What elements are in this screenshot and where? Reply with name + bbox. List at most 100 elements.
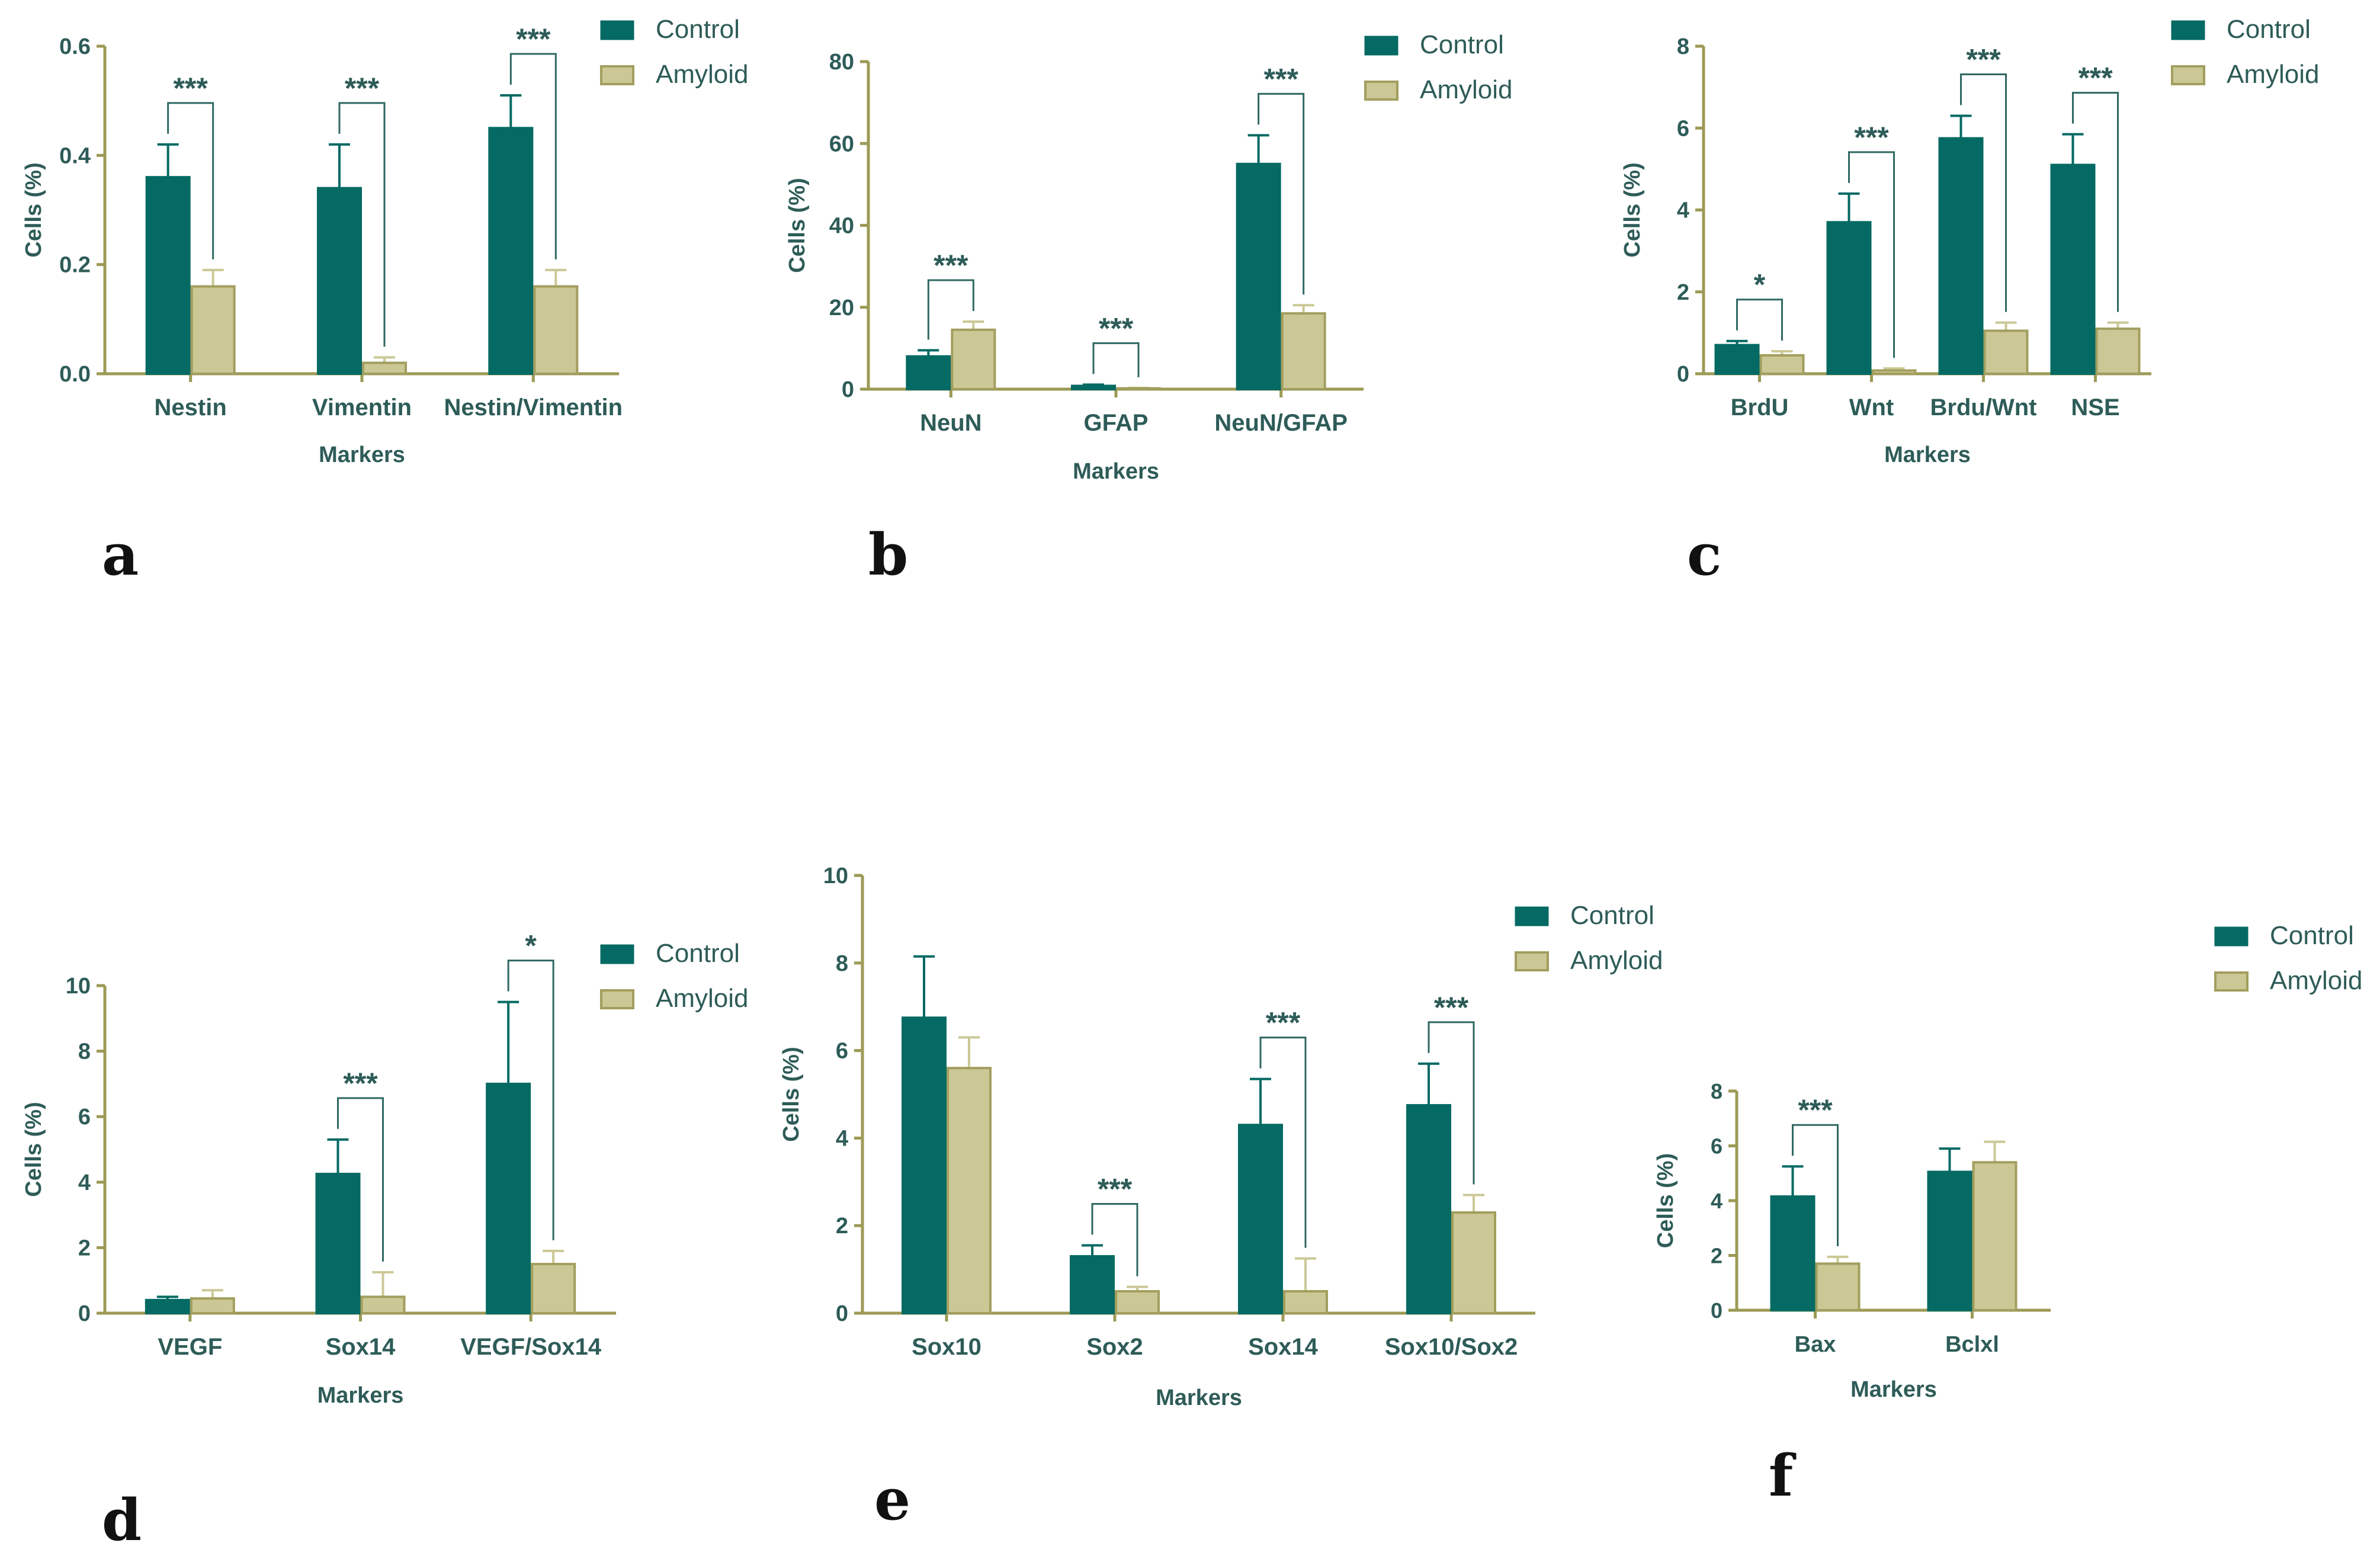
y-tick-label: 4 [1711, 1189, 1723, 1213]
legend-label-amyloid: Amyloid [656, 984, 749, 1013]
bar-control-neun-gfap [1236, 162, 1281, 390]
bar-amyloid-bax [1815, 1262, 1861, 1311]
bar-amyloid-sox10-sox2 [1451, 1211, 1496, 1315]
significance-bracket [1848, 151, 1895, 358]
significance-bracket [1428, 1021, 1475, 1185]
x-tick-label: Nestin [155, 394, 227, 421]
legend-label-amyloid: Amyloid [2270, 966, 2363, 995]
bar-control-vegf [145, 1298, 190, 1314]
x-tick-label: Wnt [1849, 394, 1894, 421]
legend-swatch-amyloid [1364, 81, 1399, 101]
chart-panel-c: 0 2 4 6 8 BrdU Wnt Brdu/Wnt NSE Cells (%) Markers *… [1620, 15, 2320, 588]
bar-control-bax [1770, 1195, 1816, 1311]
significance-marker: *** [2078, 62, 2113, 95]
significance-bracket [507, 960, 554, 1240]
y-tick-label: 8 [1677, 34, 1689, 59]
y-tick-label: 8 [836, 951, 848, 976]
panel-letter: d [102, 1487, 142, 1554]
significance-bracket [337, 1097, 384, 1262]
bar-control-nse [2050, 163, 2096, 375]
legend-label-amyloid: Amyloid [656, 60, 749, 89]
x-tick-label: Brdu/Wnt [1930, 394, 2037, 421]
bar-amyloid-neun-gfap [1281, 312, 1326, 391]
y-tick-label: 10 [823, 864, 848, 888]
significance-marker: *** [1798, 1093, 1833, 1127]
significance-marker: *** [1098, 1172, 1133, 1205]
legend-label-control: Control [2270, 921, 2354, 950]
legend-label-control: Control [1420, 30, 1504, 59]
y-tick-label: 4 [1677, 198, 1689, 223]
bar-control-sox2 [1070, 1255, 1115, 1314]
y-tick-label: 60 [829, 131, 854, 156]
significance-bracket [338, 102, 386, 347]
x-tick-label: Bclxl [1945, 1332, 1999, 1357]
legend-swatch-control [2214, 926, 2249, 947]
significance-bracket [2072, 92, 2119, 312]
significance-marker: *** [345, 72, 380, 105]
y-tick-label: 0 [1711, 1298, 1723, 1323]
panel-letter: b [868, 521, 908, 588]
y-tick-label: 0 [836, 1301, 848, 1326]
significance-marker: *** [934, 249, 968, 282]
x-tick-label: Sox10/Sox2 [1385, 1334, 1518, 1360]
significance-bracket [167, 102, 214, 259]
y-tick-label: 4 [836, 1126, 848, 1151]
chart-panel-d: 0 2 4 6 8 10 VEGF Sox14 VEGF/Sox14 Cells (%) Marke… [21, 929, 749, 1554]
significance-marker: * [1754, 268, 1766, 301]
x-tick-label: NeuN [920, 410, 981, 436]
legend-swatch-amyloid [2171, 65, 2205, 85]
y-tick-label: 4 [78, 1170, 91, 1195]
significance-marker: *** [1099, 312, 1134, 345]
y-axis-title: Cells (%) [1620, 162, 1645, 257]
bar-control-wnt [1826, 221, 1872, 375]
y-tick-label: 80 [829, 50, 854, 75]
y-tick-label: 2 [1677, 280, 1689, 305]
significance-bracket [1258, 92, 1305, 295]
y-tick-label: 0.6 [59, 34, 91, 59]
bar-amyloid-neun [951, 328, 996, 390]
bar-control-nestin [145, 176, 191, 375]
bar-control-sox10 [902, 1016, 947, 1315]
legend-swatch-amyloid [600, 65, 634, 85]
chart-panel-b: 0 20 40 60 80 NeuN GFAP NeuN/GFAP Cells (%) Marke… [785, 30, 1513, 588]
bar-amyloid-vimentin [362, 361, 407, 375]
x-tick-label: Bax [1795, 1332, 1836, 1357]
significance-marker: * [525, 929, 537, 963]
y-tick-label: 10 [66, 974, 91, 999]
significance-marker: *** [173, 72, 208, 105]
bar-amyloid-brdu-wnt [1983, 329, 2029, 376]
legend-label-control: Control [656, 939, 740, 968]
significance-bracket [1091, 1202, 1138, 1276]
legend-swatch-amyloid [600, 989, 634, 1009]
x-tick-label: NeuN/GFAP [1214, 410, 1347, 436]
bar-control-bclxl [1927, 1170, 1972, 1311]
bar-control-brdu [1714, 344, 1760, 375]
legend-swatch-control [600, 20, 634, 40]
bar-amyloid-nse [2095, 327, 2141, 376]
x-axis-title: Markers [319, 442, 405, 467]
bar-control-vimentin [317, 187, 362, 375]
y-tick-label: 20 [829, 296, 854, 320]
y-axis-title: Cells (%) [785, 178, 810, 272]
x-tick-label: VEGF [158, 1334, 222, 1360]
bar-control-nestin-vimentin [488, 127, 534, 375]
legend-label-amyloid: Amyloid [1420, 75, 1513, 104]
significance-bracket [1259, 1037, 1307, 1248]
y-tick-label: 6 [1711, 1134, 1723, 1159]
bar-amyloid-sox14 [1283, 1290, 1328, 1315]
significance-bracket [1792, 1124, 1839, 1246]
legend-swatch-control [1515, 906, 1549, 926]
x-axis-title: Markers [1850, 1377, 1937, 1402]
legend-swatch-amyloid [2214, 971, 2249, 992]
significance-marker: *** [1434, 991, 1469, 1024]
legend-swatch-control [2171, 20, 2205, 40]
y-axis-title: Cells (%) [779, 1047, 804, 1141]
chart-panel-a: 0.0 0.2 0.4 0.6 Nestin Vimentin Nestin/Vimenti… [21, 15, 749, 588]
x-tick-label: BrdU [1731, 394, 1789, 421]
y-tick-label: 0 [842, 377, 854, 402]
significance-bracket [1736, 299, 1783, 341]
bar-amyloid-sox14 [360, 1295, 406, 1315]
bar-amyloid-sox10 [947, 1067, 992, 1315]
legend-swatch-control [600, 944, 634, 964]
